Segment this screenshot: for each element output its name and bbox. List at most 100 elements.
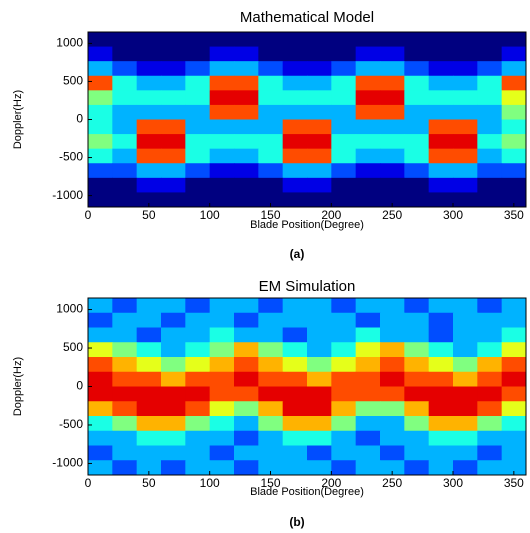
heatmap-cell bbox=[234, 342, 259, 357]
heatmap-cell bbox=[429, 32, 454, 47]
heatmap-cell bbox=[307, 134, 332, 149]
heatmap-cell bbox=[380, 32, 405, 47]
heatmap-cell bbox=[210, 401, 235, 416]
heatmap-cell bbox=[258, 446, 283, 461]
heatmap-cell bbox=[161, 90, 186, 105]
heatmap-cell bbox=[380, 90, 405, 105]
heatmap-cell bbox=[502, 446, 527, 461]
heatmap-cell bbox=[88, 90, 113, 105]
heatmap-cell bbox=[331, 134, 356, 149]
heatmap-cell bbox=[477, 401, 502, 416]
heatmap-cell bbox=[331, 357, 356, 372]
heatmap-cell bbox=[283, 149, 308, 164]
heatmap-cell bbox=[258, 342, 283, 357]
heatmap-cell bbox=[234, 163, 259, 178]
heatmap-cell bbox=[404, 342, 429, 357]
heatmap-cell bbox=[88, 178, 113, 193]
heatmap-cell bbox=[185, 357, 210, 372]
heatmap-cell bbox=[185, 298, 210, 313]
heatmap-cell bbox=[404, 357, 429, 372]
heatmap-cell bbox=[161, 61, 186, 76]
heatmap-cell bbox=[477, 372, 502, 387]
heatmap-cell bbox=[210, 298, 235, 313]
y-tick-label: 500 bbox=[63, 74, 83, 88]
heatmap-cell bbox=[453, 192, 478, 207]
heatmap-cell bbox=[307, 178, 332, 193]
heatmap-cell bbox=[429, 149, 454, 164]
heatmap-cell bbox=[331, 387, 356, 402]
heatmap-cell bbox=[210, 416, 235, 431]
heatmap-cell bbox=[429, 163, 454, 178]
heatmap-cell bbox=[477, 416, 502, 431]
heatmap-cell bbox=[112, 416, 137, 431]
heatmap-cell bbox=[283, 460, 308, 475]
heatmap-cell bbox=[112, 313, 137, 328]
heatmap-cell bbox=[234, 149, 259, 164]
heatmap-cell bbox=[88, 134, 113, 149]
heatmap-cell bbox=[137, 328, 162, 343]
heatmap-cell bbox=[307, 328, 332, 343]
heatmap-cell bbox=[477, 61, 502, 76]
heatmap-cell bbox=[137, 178, 162, 193]
heatmap-cell bbox=[404, 401, 429, 416]
heatmap-cell bbox=[210, 105, 235, 120]
heatmap-cell bbox=[477, 120, 502, 135]
heatmap-cell bbox=[210, 192, 235, 207]
heatmap-cell bbox=[258, 431, 283, 446]
heatmap-cell bbox=[307, 47, 332, 62]
x-tick-label: 300 bbox=[443, 208, 463, 222]
heatmap-cell bbox=[477, 387, 502, 402]
heatmap-cell bbox=[283, 313, 308, 328]
heatmap-cell bbox=[210, 163, 235, 178]
x-tick-label: 50 bbox=[142, 208, 156, 222]
y-tick-label: -1000 bbox=[52, 188, 83, 202]
heatmap-cell bbox=[137, 76, 162, 91]
heatmap-cell bbox=[356, 416, 381, 431]
heatmap-cell bbox=[258, 372, 283, 387]
heatmap-cell bbox=[502, 328, 527, 343]
heatmap-cell bbox=[234, 387, 259, 402]
heatmap-cell bbox=[477, 460, 502, 475]
heatmap-cell bbox=[234, 298, 259, 313]
heatmap-cell bbox=[185, 105, 210, 120]
heatmap-cell bbox=[453, 32, 478, 47]
heatmap-cell bbox=[453, 401, 478, 416]
heatmap-cell bbox=[331, 149, 356, 164]
heatmap-cell bbox=[283, 61, 308, 76]
heatmap-cell bbox=[404, 446, 429, 461]
y-tick-label: 1000 bbox=[56, 302, 83, 316]
heatmap-cell bbox=[307, 105, 332, 120]
heatmap-cell bbox=[502, 401, 527, 416]
heatmap-cell bbox=[307, 90, 332, 105]
heatmap-cell bbox=[258, 120, 283, 135]
heatmap-cell bbox=[307, 76, 332, 91]
heatmap-cell bbox=[477, 105, 502, 120]
heatmap-cell bbox=[380, 357, 405, 372]
heatmap-cell bbox=[234, 90, 259, 105]
heatmap-cell bbox=[137, 298, 162, 313]
heatmap-cell bbox=[502, 134, 527, 149]
x-tick-label: 350 bbox=[504, 208, 524, 222]
heatmap-cell bbox=[210, 76, 235, 91]
heatmap-cell bbox=[307, 342, 332, 357]
heatmap-cell bbox=[161, 431, 186, 446]
heatmap-cell bbox=[477, 47, 502, 62]
heatmap-cell bbox=[283, 90, 308, 105]
heatmap-cell bbox=[307, 460, 332, 475]
heatmap-cell bbox=[356, 446, 381, 461]
heatmap-cell bbox=[112, 431, 137, 446]
heatmap-cell bbox=[185, 47, 210, 62]
heatmap-cell bbox=[356, 47, 381, 62]
heatmap-cell bbox=[356, 401, 381, 416]
y-tick-label: 500 bbox=[63, 340, 83, 354]
heatmap-cell bbox=[185, 178, 210, 193]
heatmap-cell bbox=[453, 90, 478, 105]
heatmap-cell bbox=[502, 431, 527, 446]
heatmap-cell bbox=[234, 446, 259, 461]
heatmap-cell bbox=[283, 357, 308, 372]
heatmap-cell bbox=[185, 61, 210, 76]
heatmap-cell bbox=[137, 401, 162, 416]
heatmap-cell bbox=[502, 298, 527, 313]
heatmap-cell bbox=[477, 134, 502, 149]
heatmap-cell bbox=[429, 446, 454, 461]
